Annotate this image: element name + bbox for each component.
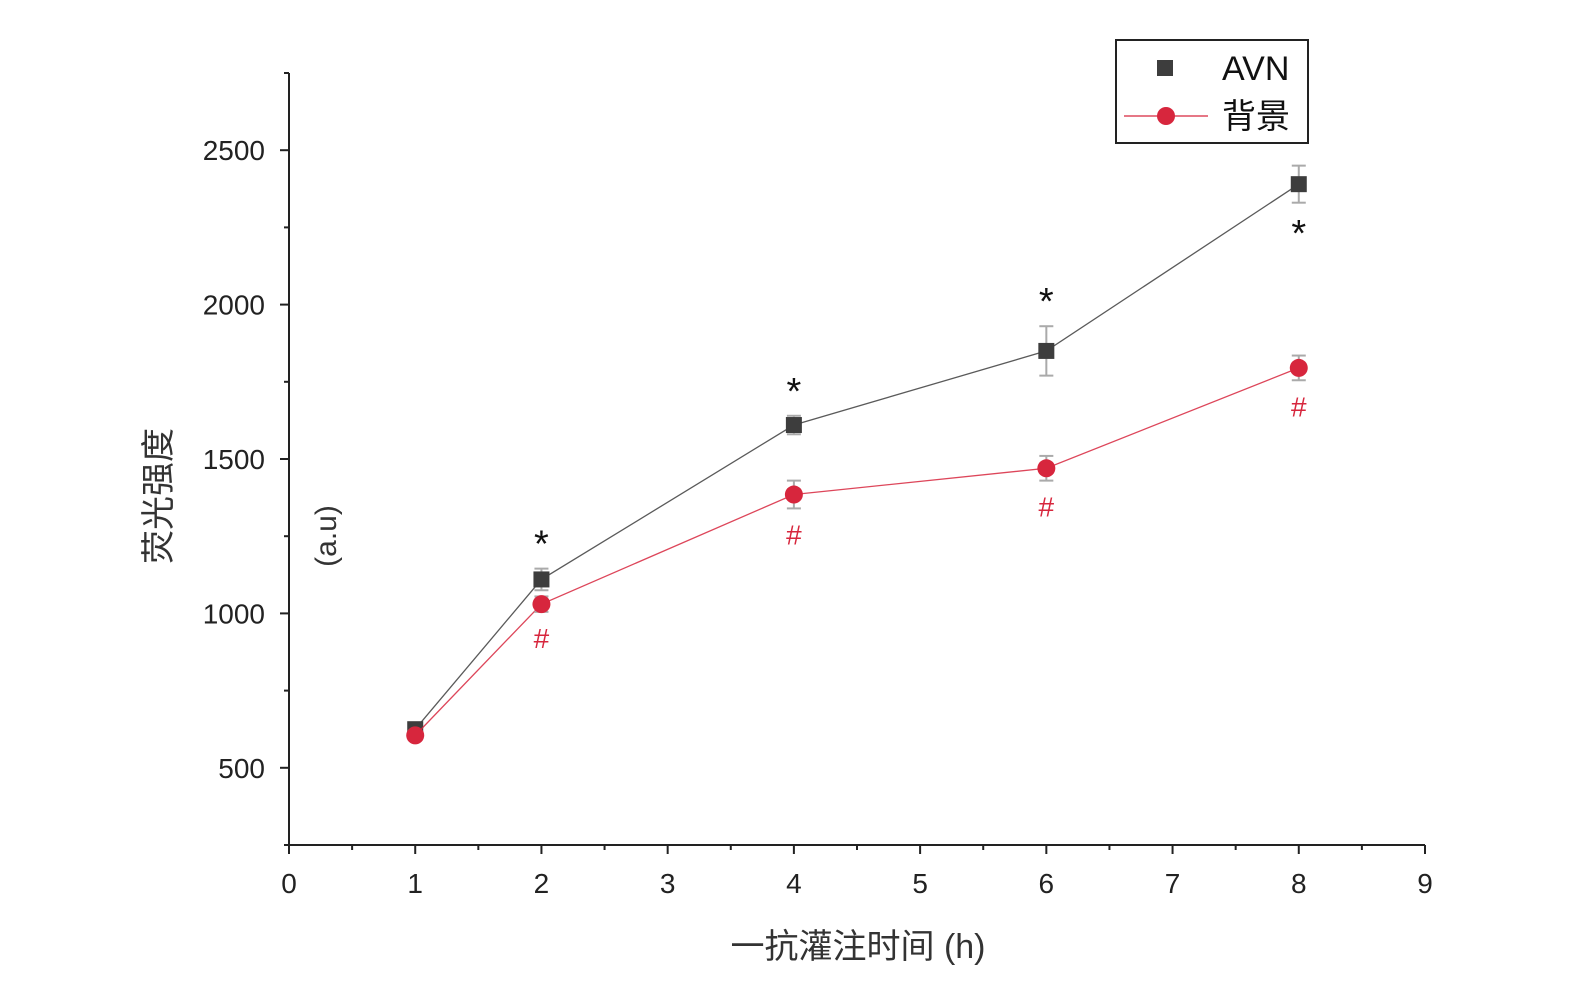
y-axis-label: 荧光强度 xyxy=(140,428,178,564)
data-point xyxy=(533,571,550,588)
data-point xyxy=(784,485,803,504)
legend-marker xyxy=(1157,107,1175,125)
x-tick-label: 7 xyxy=(1165,868,1181,899)
data-point xyxy=(532,595,551,614)
x-tick-label: 6 xyxy=(1039,868,1055,899)
significance-label: # xyxy=(534,623,550,654)
data-point xyxy=(785,417,802,434)
legend-item-2: 背景 xyxy=(1124,98,1290,136)
legend-label: 背景 xyxy=(1222,98,1290,136)
data-point xyxy=(1038,342,1055,359)
legend-items: AVN 背景 xyxy=(1124,50,1290,136)
legend-box xyxy=(1115,39,1309,144)
x-tick-label: 1 xyxy=(407,868,423,899)
x-axis-label: 一抗灌注时间 (h) xyxy=(731,928,986,966)
series-2: # # # # xyxy=(406,354,1308,745)
data-point xyxy=(406,726,425,745)
y-tick-label: 2000 xyxy=(203,290,265,321)
ticks: 0 1 2 3 4 5 6 7 8 9 500 1000 1500 2000 2500 xyxy=(203,72,1433,899)
significance-label: # xyxy=(1039,492,1055,523)
x-tick-label: 5 xyxy=(912,868,928,899)
y-tick-label: 500 xyxy=(218,753,265,784)
y-tick-label: 2500 xyxy=(203,135,265,166)
data-point xyxy=(1289,358,1308,377)
data-point xyxy=(1290,176,1307,193)
series-1: * * * * xyxy=(407,164,1307,738)
legend-label: AVN xyxy=(1222,50,1289,88)
y-tick-label: 1000 xyxy=(203,598,265,629)
x-tick-label: 4 xyxy=(786,868,802,899)
legend-marker xyxy=(1157,60,1173,76)
significance-label: # xyxy=(1291,391,1307,422)
significance-label: # xyxy=(786,519,802,550)
legend-item-1: AVN xyxy=(1157,50,1289,88)
x-tick-label: 3 xyxy=(660,868,676,899)
axes xyxy=(288,73,1425,846)
series-layer: * * * * # # # # xyxy=(406,164,1308,745)
x-tick-label: 9 xyxy=(1417,868,1433,899)
y-axis-unit-label: (a.u) xyxy=(310,505,343,567)
x-tick-label: 2 xyxy=(534,868,550,899)
data-point xyxy=(1037,459,1056,478)
significance-label: * xyxy=(1291,213,1306,255)
x-tick-label: 0 xyxy=(281,868,297,899)
significance-label: * xyxy=(1039,281,1054,323)
x-tick-label: 8 xyxy=(1291,868,1307,899)
y-tick-label: 1500 xyxy=(203,444,265,475)
significance-label: * xyxy=(534,524,549,566)
significance-label: * xyxy=(786,371,801,413)
legend: AVN 背景 xyxy=(1115,39,1309,144)
